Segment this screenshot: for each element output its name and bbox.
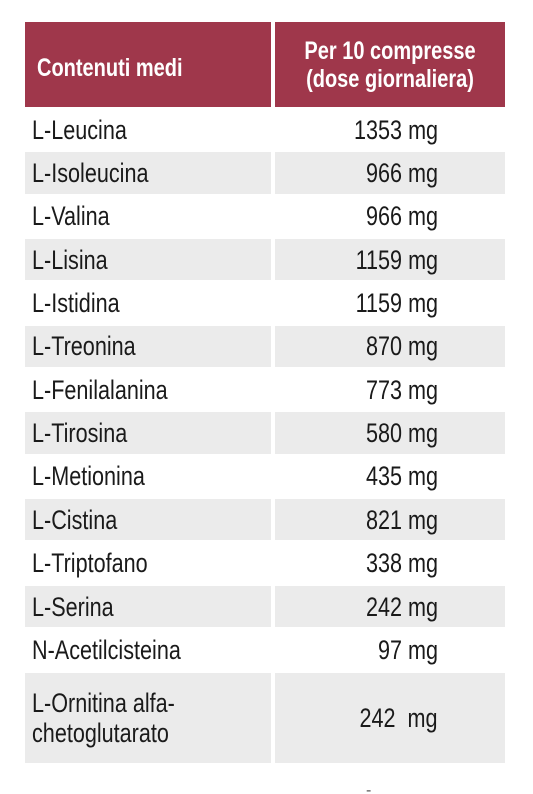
row-value: 821 mg [365,504,438,535]
table-cell [275,152,505,194]
row-value: 242 mg [365,591,438,622]
table-cell [275,672,505,763]
row-label: L-Leucina [32,114,127,145]
row-label: L-Lisina [32,244,108,275]
row-value: 1159 mg [355,244,438,275]
header-cell [25,22,271,107]
row-label: L-Istidina [32,288,120,319]
table-cell [25,672,271,763]
row-value: 242 mg [359,702,438,733]
row-label: L-Triptofano [32,548,148,579]
row-value: 1353 mg [353,114,438,145]
row-label: L-Cistina [32,504,118,535]
row-label: L-Treonina [32,331,136,362]
footer-mark: - [366,782,372,794]
table-cell [275,499,505,541]
row-value: 966 mg [365,201,438,232]
row-label: L-Ornitina alfa- chetoglutarato [32,687,175,748]
table-cell [275,325,505,368]
row-value: 1159 mg [355,288,438,319]
table-cell [25,152,271,194]
row-label: L-Isoleucina [32,158,149,189]
table-cell [25,412,271,454]
table-cell [275,239,505,281]
table-cell [25,499,271,541]
table-cell [25,325,271,368]
row-value: 338 mg [365,548,438,579]
header-cell [275,22,505,107]
row-label: L-Metionina [32,461,145,492]
row-value: 966 mg [365,158,438,189]
row-value: 870 mg [365,331,438,362]
row-label: L-Serina [32,591,114,622]
table-cell [25,239,271,281]
header-text: Per 10 compresse (dose giornaliera) [304,37,476,93]
table-cell [25,585,271,628]
row-value: 773 mg [365,374,438,405]
row-value: 580 mg [365,418,438,449]
row-label: N-Acetilcisteina [32,634,181,665]
table-cell [275,412,505,454]
row-label: L-Tirosina [32,418,128,449]
header-text: Contenuti medi [37,54,183,82]
row-label: L-Valina [32,201,110,232]
row-value: 435 mg [365,461,438,492]
table-cell [275,585,505,628]
row-value: 97 mg [377,634,438,665]
row-label: L-Fenilalanina [32,374,168,405]
